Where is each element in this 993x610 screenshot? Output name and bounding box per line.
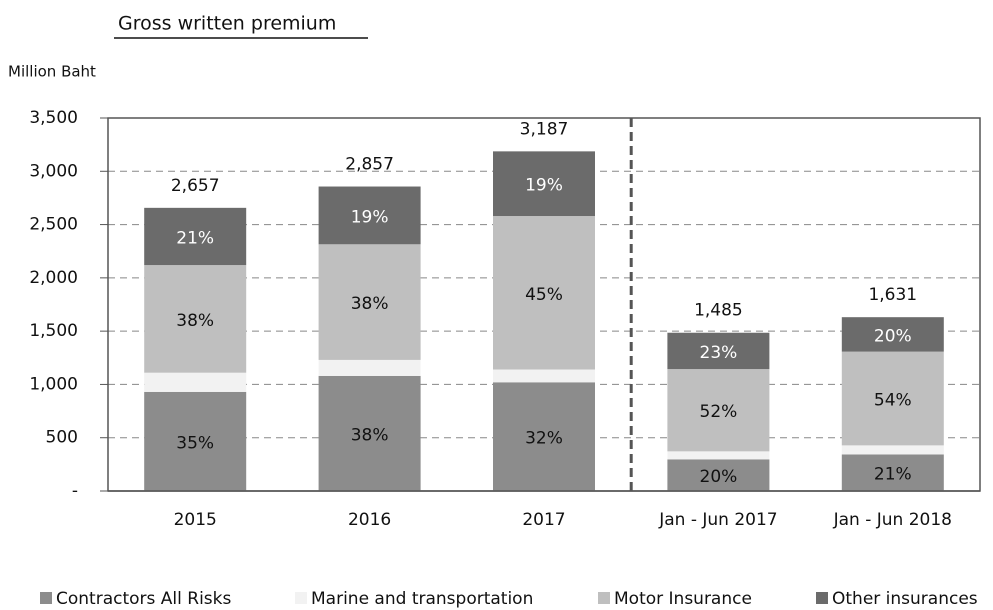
bar-segment xyxy=(493,216,595,370)
legend-swatch xyxy=(295,592,307,604)
total-label: 1,631 xyxy=(868,285,917,305)
bar-segment xyxy=(841,317,944,352)
legend-swatch xyxy=(40,592,52,604)
data-label: 19% xyxy=(525,176,563,196)
bar-segment xyxy=(318,359,421,376)
legend-swatch xyxy=(816,592,828,604)
bar-segment xyxy=(841,454,944,491)
data-label: 38% xyxy=(351,294,389,314)
bar-segment xyxy=(493,382,595,491)
y-tick-label: 3,000 xyxy=(29,161,78,181)
y-tick-label: 2,500 xyxy=(29,215,78,235)
bar-segment xyxy=(144,372,247,392)
bar-segment xyxy=(841,351,944,446)
y-tick-label: 3,500 xyxy=(29,108,78,128)
data-label: 20% xyxy=(874,326,912,346)
data-label: 35% xyxy=(176,433,214,453)
legend-label: Other insurances xyxy=(832,589,978,609)
total-label: 3,187 xyxy=(520,119,569,139)
bar-segment xyxy=(493,151,595,217)
bar-segment xyxy=(144,265,247,373)
x-tick-label: Jan - Jun 2017 xyxy=(658,510,777,530)
data-label: 45% xyxy=(525,285,563,305)
chart-title: Gross written premium xyxy=(118,13,336,35)
y-tick-label: 1,500 xyxy=(29,321,78,341)
x-tick-label: 2017 xyxy=(522,510,565,530)
y-tick-label: 1,000 xyxy=(29,374,78,394)
total-label: 2,857 xyxy=(345,155,394,175)
bar-segment xyxy=(318,186,421,245)
bar-segment xyxy=(493,369,595,383)
legend-label: Motor Insurance xyxy=(614,589,752,609)
data-label: 23% xyxy=(700,343,738,363)
data-label: 21% xyxy=(176,228,214,248)
x-tick-label: Jan - Jun 2018 xyxy=(833,510,952,530)
legend-swatch xyxy=(598,592,610,604)
x-tick-label: 2015 xyxy=(174,510,217,530)
bar-segment xyxy=(667,451,770,460)
data-label: 20% xyxy=(700,467,738,487)
bar-segment xyxy=(144,391,247,491)
y-tick-label: - xyxy=(72,481,78,501)
y-tick-label: 2,000 xyxy=(29,268,78,288)
bar-segment xyxy=(144,207,247,266)
y-tick-label: 500 xyxy=(46,428,78,448)
legend-label: Marine and transportation xyxy=(311,589,533,609)
bar-segment xyxy=(318,375,421,491)
data-label: 19% xyxy=(351,207,389,227)
data-label: 32% xyxy=(525,429,563,449)
bar-segment xyxy=(667,332,770,370)
bar-segment xyxy=(841,445,944,455)
data-label: 54% xyxy=(874,390,912,410)
data-label: 38% xyxy=(176,311,214,331)
bar-segment xyxy=(667,459,770,491)
x-tick-label: 2016 xyxy=(348,510,391,530)
bar-segment xyxy=(318,244,421,360)
data-label: 38% xyxy=(351,425,389,445)
total-label: 2,657 xyxy=(171,176,220,196)
bar-segment xyxy=(667,369,770,452)
data-label: 52% xyxy=(700,402,738,422)
data-label: 21% xyxy=(874,465,912,485)
total-label: 1,485 xyxy=(694,301,743,321)
y-axis-label: Million Baht xyxy=(8,63,96,81)
legend-label: Contractors All Risks xyxy=(56,589,231,609)
